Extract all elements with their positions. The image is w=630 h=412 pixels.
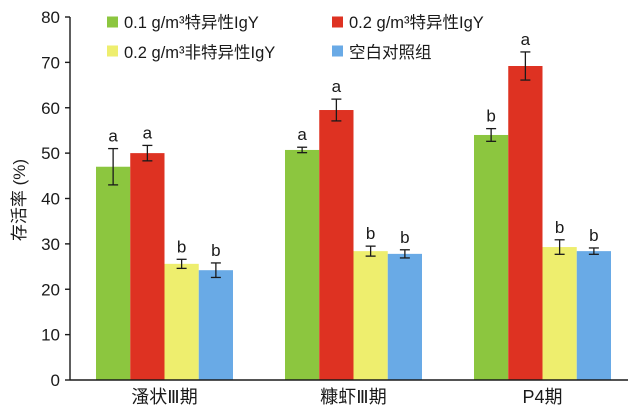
- legend-label-1: 0.1 g/m³特异性IgY: [124, 13, 259, 32]
- x-category-label-2: 糠虾Ⅲ期: [320, 386, 386, 407]
- legend-item-1: 0.1 g/m³特异性IgY: [107, 13, 259, 32]
- bar-s2-g1: [130, 153, 165, 380]
- bar-s3-g1: [164, 263, 199, 380]
- significance-label-s4-g1: b: [211, 241, 220, 260]
- significance-label-s3-g3: b: [555, 218, 564, 237]
- bar-s2-g2: [319, 110, 354, 381]
- x-category-label-1: 溞状Ⅲ期: [131, 387, 197, 407]
- legend-swatch-1: [107, 16, 118, 28]
- significance-label-s2-g3: a: [521, 30, 531, 49]
- significance-label-s2-g1: a: [143, 123, 153, 142]
- bar-s4-g2: [387, 253, 422, 380]
- bar-s3-g2: [353, 251, 388, 380]
- x-category-label-3: P4期: [522, 387, 562, 407]
- y-tick-label-2: 20: [41, 280, 60, 299]
- y-tick-label-6: 60: [41, 99, 60, 118]
- y-tick-label-3: 30: [41, 235, 60, 254]
- legend-label-4: 空白对照组: [349, 43, 432, 62]
- significance-label-s4-g3: b: [589, 226, 598, 245]
- significance-label-s1-g1: a: [108, 127, 118, 146]
- y-tick-label-0: 0: [51, 371, 60, 390]
- legend-swatch-4: [332, 45, 343, 57]
- legend-label-3: 0.2 g/m³非特异性IgY: [124, 43, 275, 62]
- y-tick-label-1: 10: [41, 326, 60, 345]
- legend: 0.1 g/m³特异性IgY 0.2 g/m³特异性IgY 0.2 g/m³非特…: [107, 13, 484, 62]
- y-tick-label-4: 40: [41, 190, 60, 209]
- y-tick-label-8: 80: [41, 8, 60, 27]
- significance-label-s1-g3: b: [486, 107, 495, 126]
- legend-item-2: 0.2 g/m³特异性IgY: [332, 13, 484, 32]
- significance-label-s4-g2: b: [400, 228, 409, 247]
- legend-item-3: 0.2 g/m³非特异性IgY: [107, 43, 275, 62]
- plot-area: a a b b 溞状Ⅲ期 a a b b 糠虾Ⅲ期 b a b b P4期 0 10 20 30 40 50 60 70 80: [41, 8, 628, 407]
- significance-label-s3-g1: b: [177, 237, 186, 256]
- significance-label-s1-g2: a: [297, 125, 307, 144]
- bar-s4-g1: [198, 270, 233, 380]
- significance-label-s2-g2: a: [332, 77, 342, 96]
- legend-swatch-2: [332, 16, 343, 28]
- legend-item-4: 空白对照组: [332, 43, 432, 62]
- bar-s2-g3: [508, 66, 543, 380]
- bar-s1-g1: [96, 166, 131, 380]
- legend-label-2: 0.2 g/m³特异性IgY: [349, 13, 484, 32]
- y-axis-title: 存活率 (%): [10, 159, 29, 241]
- significance-label-s3-g2: b: [366, 224, 375, 243]
- legend-swatch-3: [107, 45, 118, 57]
- bar-s4-g3: [576, 251, 611, 380]
- y-tick-label-7: 70: [41, 53, 60, 72]
- bar-s3-g3: [542, 247, 577, 380]
- bar-s1-g3: [474, 134, 509, 380]
- y-tick-label-5: 50: [41, 144, 60, 163]
- bar-s1-g2: [285, 149, 320, 380]
